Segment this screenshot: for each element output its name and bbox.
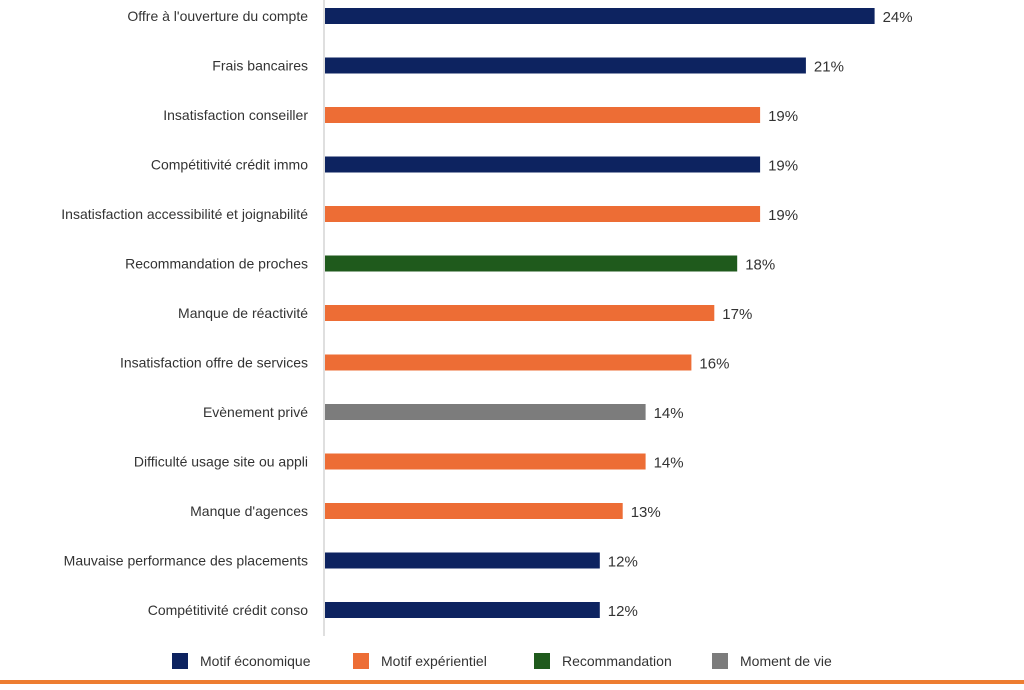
bottom-divider — [0, 680, 1024, 684]
legend-swatch — [172, 653, 188, 669]
legend-swatch — [353, 653, 369, 669]
bar — [325, 503, 623, 519]
bar — [325, 453, 646, 470]
value-label: 19% — [768, 207, 798, 224]
value-label: 12% — [608, 554, 638, 571]
bar — [325, 57, 806, 74]
value-label: 12% — [608, 603, 638, 620]
category-label: Offre à l'ouverture du compte — [127, 8, 308, 24]
bar — [325, 404, 646, 420]
category-label: Manque d'agences — [190, 503, 308, 519]
value-label: 19% — [768, 108, 798, 125]
value-label: 17% — [722, 306, 752, 323]
bar — [325, 8, 875, 24]
bar — [325, 107, 761, 123]
category-label: Difficulté usage site ou appli — [134, 454, 308, 470]
category-label: Evènement privé — [203, 404, 308, 420]
legend-label: Moment de vie — [740, 653, 832, 669]
legend-swatch — [534, 653, 550, 669]
value-label: 14% — [654, 455, 684, 472]
category-label: Mauvaise performance des placements — [64, 553, 308, 569]
bar — [325, 156, 761, 173]
bar — [325, 602, 600, 618]
category-label: Manque de réactivité — [178, 305, 308, 321]
value-label: 18% — [745, 257, 775, 274]
category-label: Recommandation de proches — [125, 256, 308, 272]
value-label: 24% — [883, 9, 913, 26]
value-label: 21% — [814, 59, 844, 76]
bar — [325, 552, 600, 569]
bar — [325, 354, 692, 371]
legend-label: Motif économique — [200, 653, 311, 669]
legend-label: Recommandation — [562, 653, 672, 669]
value-label: 13% — [631, 504, 661, 521]
bar — [325, 305, 715, 321]
category-label: Frais bancaires — [212, 58, 308, 74]
bar — [325, 206, 761, 222]
category-label: Compétitivité crédit immo — [151, 157, 308, 173]
value-label: 14% — [654, 405, 684, 422]
value-label: 19% — [768, 158, 798, 175]
category-label: Compétitivité crédit conso — [148, 602, 309, 618]
category-label: Insatisfaction accessibilité et joignabi… — [61, 206, 308, 222]
legend-swatch — [712, 653, 728, 669]
legend-label: Motif expérientiel — [381, 653, 487, 669]
bar — [325, 255, 738, 272]
category-label: Insatisfaction offre de services — [120, 355, 308, 371]
category-label: Insatisfaction conseiller — [163, 107, 308, 123]
value-label: 16% — [699, 356, 729, 373]
